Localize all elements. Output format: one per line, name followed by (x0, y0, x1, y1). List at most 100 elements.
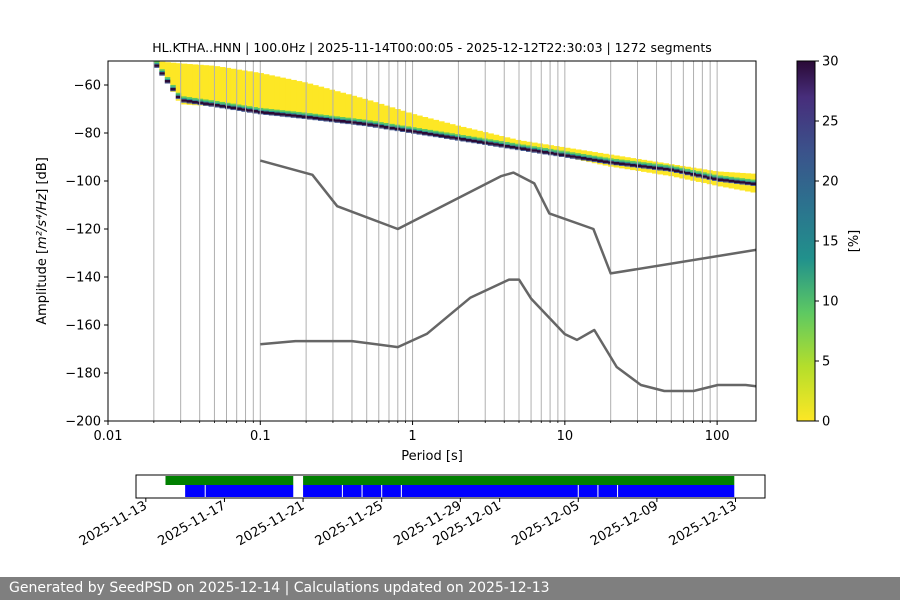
psd-cell (416, 129, 423, 132)
psd-cell (526, 141, 533, 146)
psd-cell (290, 116, 297, 118)
psd-cell (673, 169, 680, 173)
psd-cell (608, 163, 615, 165)
psd-cell (476, 140, 483, 144)
psd-cell (301, 114, 308, 116)
psd-cell (389, 129, 396, 131)
psd-cell (586, 154, 593, 157)
psd-cell (476, 137, 483, 140)
psd-cell (657, 169, 664, 171)
psd-cell (624, 157, 631, 161)
psd-cell (460, 135, 467, 137)
psd-cell (641, 167, 648, 169)
psd-cell (323, 120, 330, 122)
colorbar-tick-label: 0 (822, 415, 830, 430)
psd-cell (378, 125, 385, 128)
psd-cell (547, 145, 555, 150)
psd-cell (679, 174, 686, 179)
psd-cell (739, 181, 746, 184)
psd-cell (208, 65, 215, 101)
psd-cell (662, 166, 670, 168)
timeline-bars (165, 476, 735, 497)
psd-cell (285, 78, 292, 112)
psd-cell (591, 155, 598, 158)
psd-cell (745, 185, 752, 192)
psd-cell (422, 129, 429, 131)
psd-cell (750, 185, 756, 186)
psd-cell (471, 129, 478, 138)
psd-cell (438, 121, 445, 133)
psd-cell (449, 124, 456, 134)
psd-cell (531, 146, 538, 149)
psd-cell (318, 117, 325, 120)
psd-cell (197, 101, 204, 105)
psd-cell (296, 113, 303, 115)
timeline-bar-bottom (185, 485, 294, 497)
psd-cell (153, 66, 160, 68)
psd-cell (389, 123, 396, 126)
psd-cell (542, 149, 549, 151)
psd-cell (263, 114, 270, 115)
psd-cell (608, 160, 615, 162)
psd-cell (509, 144, 516, 146)
x-axis-ticks: 0.01 0.1 1 10 100 (94, 421, 730, 444)
psd-cell (285, 113, 292, 117)
psd-cell (651, 161, 659, 165)
psd-cell (750, 185, 756, 193)
psd-cell (465, 141, 472, 143)
psd-cell (509, 142, 516, 145)
psd-cell (498, 142, 505, 145)
psd-cell (575, 158, 582, 160)
period-grid (153, 61, 718, 421)
psd-cell (575, 153, 582, 155)
psd-cell (602, 162, 609, 164)
psd-cell (651, 165, 659, 167)
psd-cell (372, 126, 379, 128)
psd-cell (728, 179, 735, 183)
psd-cell (197, 100, 204, 102)
psd-cell (268, 75, 275, 110)
psd-cell (630, 160, 637, 163)
psd-cell (312, 85, 319, 115)
psd-cell (361, 119, 368, 122)
psd-cell (515, 139, 522, 145)
psd-cell (602, 153, 609, 158)
psd-cell (443, 122, 451, 133)
psd-cell (695, 174, 702, 177)
psd-cell (345, 119, 352, 121)
psd-cell (192, 64, 199, 99)
psd-cell (257, 110, 264, 114)
psd-cell (230, 103, 237, 106)
psd-cell (695, 172, 702, 175)
psd-cell (531, 151, 538, 153)
psd-cell (279, 111, 286, 114)
timeline-bar-top (303, 476, 735, 485)
psd-cell (673, 165, 680, 168)
psd-cell (411, 130, 418, 133)
colorbar-tick-label: 10 (822, 295, 839, 310)
psd-cell (515, 149, 522, 151)
psd-cell (679, 165, 686, 169)
psd-cell (411, 127, 418, 130)
psd-cell (192, 99, 199, 101)
psd-cell (745, 181, 752, 185)
psd-cell (734, 172, 741, 179)
psd-cell (164, 77, 171, 79)
psd-cell (153, 63, 160, 65)
psd-cell (745, 178, 752, 181)
psd-cell (717, 181, 724, 182)
timeline-tick-label: 2025-11-13 (77, 498, 150, 549)
psd-cell (405, 128, 412, 130)
psd-cell (515, 143, 522, 146)
psd-cell (252, 109, 259, 113)
psd-cell (520, 147, 527, 151)
psd-cell (619, 156, 626, 161)
psd-cell (225, 67, 232, 104)
psd-cell (684, 174, 691, 176)
psd-cell (580, 154, 587, 156)
psd-cell (449, 133, 456, 136)
psd-cell (750, 173, 756, 181)
psd-cell (246, 107, 253, 110)
psd-cell (641, 168, 648, 172)
psd-cell (745, 173, 752, 180)
